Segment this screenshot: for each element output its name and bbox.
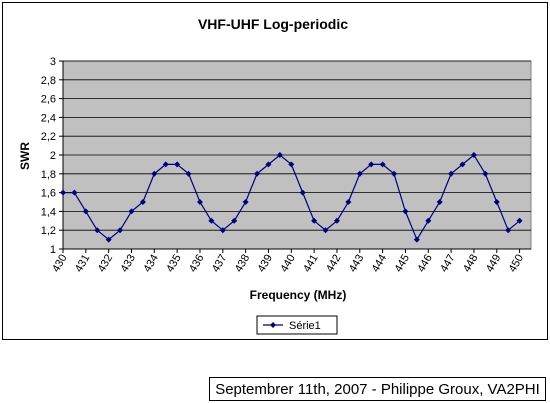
y-tick-label: 1,4 <box>41 206 56 218</box>
data-point <box>322 227 329 234</box>
x-tick-label: 433 <box>119 253 139 275</box>
data-point <box>368 161 375 168</box>
y-axis-title: SWR <box>18 142 32 170</box>
data-point <box>459 161 466 168</box>
x-tick-label: 449 <box>484 253 504 275</box>
data-point <box>356 170 363 177</box>
x-tick-label: 435 <box>164 253 184 275</box>
y-tick-label: 2,6 <box>41 94 56 106</box>
caption-box: Septembrer 11th, 2007 - Philippe Groux, … <box>209 377 546 401</box>
chart-title: VHF-UHF Log-periodic <box>198 16 348 32</box>
x-axis-title: Frequency (MHz) <box>250 288 347 302</box>
data-point <box>94 227 101 234</box>
data-point <box>470 152 477 158</box>
x-tick-label: 450 <box>507 253 527 275</box>
y-tick-label: 1,6 <box>41 188 56 200</box>
data-point <box>242 199 249 205</box>
y-tick-label: 1 <box>50 244 56 256</box>
y-tick-label: 1,8 <box>41 169 56 181</box>
x-tick-label: 439 <box>255 253 275 275</box>
x-tick-label: 431 <box>73 253 93 275</box>
x-tick-label: 443 <box>347 253 367 275</box>
x-tick-label: 440 <box>278 253 298 275</box>
data-point <box>128 208 135 215</box>
data-point <box>333 217 340 224</box>
legend-label: Série1 <box>289 320 321 332</box>
x-tick-label: 447 <box>438 253 458 275</box>
swr-chart: VHF-UHF Log-periodic SWR Frequency (MHz)… <box>18 16 532 335</box>
data-point <box>117 227 124 234</box>
data-point <box>71 189 78 196</box>
data-point <box>425 217 432 224</box>
data-point <box>402 208 409 215</box>
data-point <box>139 199 146 205</box>
x-tick-label: 432 <box>96 253 116 275</box>
data-point <box>276 152 283 158</box>
data-point <box>219 227 226 234</box>
data-point <box>82 208 89 215</box>
y-tick-label: 2,4 <box>41 112 56 124</box>
data-point <box>448 170 455 177</box>
data-point <box>413 236 420 243</box>
data-point <box>105 236 112 243</box>
x-tick-label: 445 <box>392 253 412 275</box>
data-point <box>345 199 352 205</box>
x-tick-label: 444 <box>370 253 390 275</box>
y-tick-label: 2 <box>50 150 56 162</box>
data-point <box>231 217 238 224</box>
x-tick-label: 437 <box>210 253 230 275</box>
x-tick-label: 448 <box>461 253 481 275</box>
y-tick-label: 1,2 <box>41 225 56 237</box>
data-point <box>516 217 523 224</box>
data-point <box>185 170 192 177</box>
x-tick-label: 436 <box>187 253 207 275</box>
data-point <box>162 161 169 168</box>
data-point <box>254 170 261 177</box>
y-tick-label: 3 <box>50 56 56 68</box>
x-tick-label: 442 <box>324 253 344 275</box>
data-point <box>299 189 306 196</box>
data-point <box>151 170 158 177</box>
x-tick-label: 446 <box>415 253 435 275</box>
legend-marker <box>270 322 276 328</box>
legend-box <box>256 315 338 335</box>
data-point <box>288 161 295 168</box>
data-point <box>391 170 398 177</box>
data-point <box>482 170 489 177</box>
data-point <box>436 199 443 205</box>
y-tick-label: 2,8 <box>41 75 56 87</box>
data-point <box>196 199 203 205</box>
x-tick-label: 441 <box>301 253 321 275</box>
data-point <box>208 217 215 224</box>
data-point <box>493 199 500 205</box>
data-point <box>379 161 386 168</box>
data-point <box>60 189 66 196</box>
x-tick-label: 434 <box>141 253 161 275</box>
y-tick-label: 2,2 <box>41 131 56 143</box>
caption-text: Septembrer 11th, 2007 - Philippe Groux, … <box>215 380 540 398</box>
chart-frame: VHF-UHF Log-periodic SWR Frequency (MHz)… <box>2 2 548 340</box>
data-point <box>505 227 512 234</box>
data-point <box>174 161 181 168</box>
data-point <box>265 161 272 168</box>
x-tick-label: 438 <box>233 253 253 275</box>
data-point <box>311 217 318 224</box>
